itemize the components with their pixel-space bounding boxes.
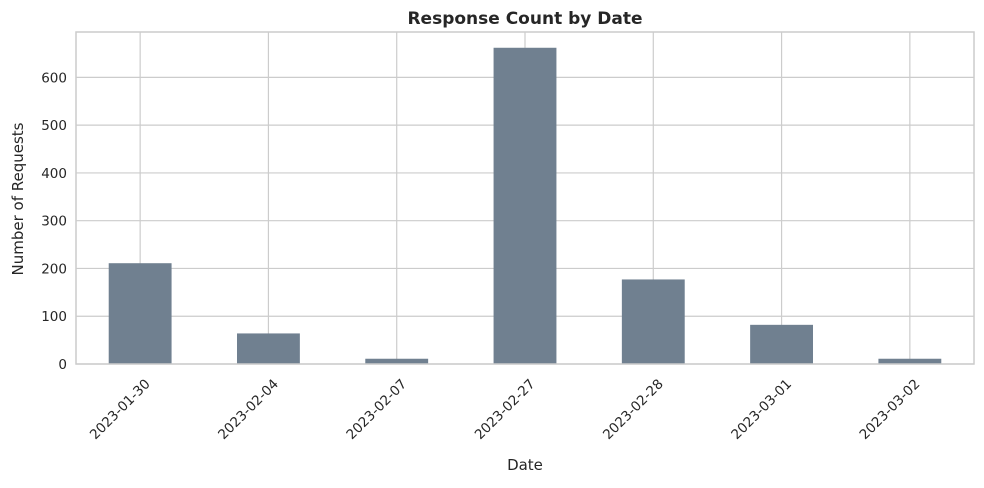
bar bbox=[878, 358, 942, 364]
chart-title: Response Count by Date bbox=[407, 9, 642, 29]
plot-border bbox=[75, 31, 975, 365]
y-tick-label: 500 bbox=[41, 118, 67, 134]
y-tick-label: 0 bbox=[58, 357, 67, 373]
y-axis-label: Number of Requests bbox=[9, 122, 27, 275]
bar bbox=[108, 263, 172, 364]
bar bbox=[750, 324, 814, 364]
bar bbox=[236, 333, 300, 364]
bar bbox=[493, 47, 557, 364]
bar bbox=[621, 279, 685, 364]
y-tick-label: 300 bbox=[41, 214, 67, 230]
plot-frame bbox=[75, 31, 975, 365]
y-tick-label: 100 bbox=[41, 309, 67, 325]
y-tick-label: 400 bbox=[41, 166, 67, 182]
bar-layer bbox=[108, 47, 942, 364]
x-axis-label: Date bbox=[507, 456, 543, 474]
y-tick-label: 200 bbox=[41, 261, 67, 277]
y-tick-label: 600 bbox=[41, 70, 67, 86]
bar bbox=[365, 358, 429, 364]
